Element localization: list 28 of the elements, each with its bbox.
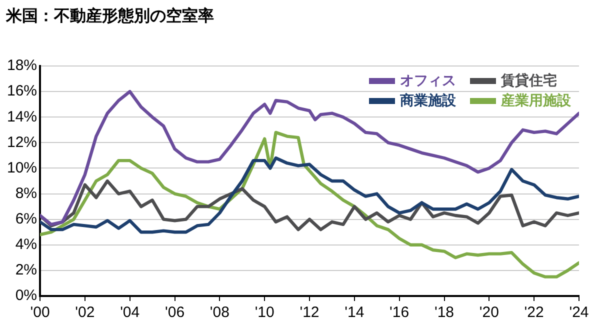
- y-tick-label: 2%: [15, 262, 38, 279]
- y-tick-label: 14%: [6, 108, 38, 126]
- y-tick-label: 18%: [6, 57, 38, 74]
- x-tick-label: '00: [30, 304, 50, 322]
- y-tick-label: 12%: [6, 134, 38, 151]
- x-tick-label: '02: [75, 304, 95, 322]
- chart-title: 米国：不動産形態別の空室率: [6, 6, 214, 27]
- x-tick-label: '16: [390, 304, 410, 322]
- x-tick-label: '12: [300, 304, 320, 322]
- legend-label: 産業用施設: [501, 92, 571, 110]
- x-tick-label: '08: [210, 304, 230, 322]
- x-tick-label: '06: [164, 304, 185, 322]
- y-tick-label: 8%: [15, 184, 38, 202]
- x-tick-label: '22: [524, 304, 544, 322]
- x-tick-label: '14: [344, 304, 364, 322]
- x-tick-label: '24: [569, 304, 589, 322]
- y-tick-label: 16%: [6, 82, 38, 100]
- y-tick-label: 4%: [15, 236, 38, 254]
- legend-label: 商業施設: [400, 92, 456, 110]
- x-tick-label: '04: [120, 304, 140, 322]
- x-tick-label: '20: [479, 304, 499, 322]
- legend-label: オフィス: [400, 72, 456, 90]
- y-tick-label: 0%: [15, 287, 38, 304]
- x-tick-label: '10: [254, 304, 274, 322]
- y-tick-label: 10%: [6, 159, 38, 176]
- legend-label: 賃貸住宅: [501, 72, 557, 90]
- x-tick-label: '18: [434, 304, 454, 322]
- y-tick-label: 6%: [15, 210, 38, 228]
